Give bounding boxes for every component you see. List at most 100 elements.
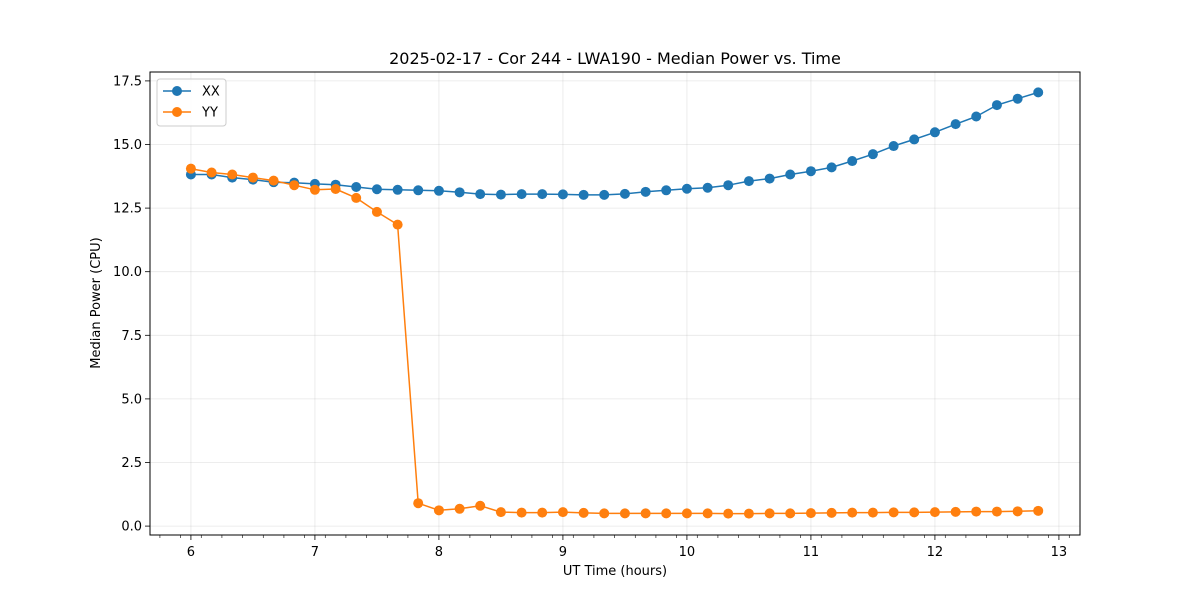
grid	[150, 72, 1080, 535]
series-yy-point	[929, 507, 940, 518]
series-yy-point	[351, 192, 362, 203]
series-xx-point	[847, 156, 858, 167]
series-xx-point	[909, 134, 920, 145]
series-yy-point	[206, 167, 217, 178]
series-xx-point	[785, 169, 796, 180]
series-xx-point	[413, 185, 424, 196]
legend-xx-marker	[172, 86, 182, 96]
series-layer	[185, 87, 1044, 519]
series-xx-point	[516, 189, 527, 200]
series-yy-point	[619, 508, 630, 519]
series-yy-point	[371, 206, 382, 217]
series-xx-point	[557, 189, 568, 200]
legend: XX YY	[156, 78, 227, 127]
series-yy-point	[309, 184, 320, 195]
series-xx-point	[805, 166, 816, 177]
series-xx-point	[971, 111, 982, 122]
series-yy-point	[185, 163, 196, 174]
series-yy-point	[454, 503, 465, 514]
x-tick-label: 13	[1051, 545, 1068, 560]
series-yy-point	[227, 169, 238, 180]
series-yy-point	[495, 507, 506, 518]
series-xx-point	[661, 185, 672, 196]
series-xx-point	[578, 189, 589, 200]
axis-ticks: 6 7 8 9 10 11 12 13 0.0 2.5 5.0 7.5 10.0 12.5 15.0 17.5	[113, 74, 1067, 560]
y-tick-label: 5.0	[121, 392, 142, 407]
x-tick-label: 9	[559, 545, 567, 560]
y-tick-label: 7.5	[121, 329, 142, 344]
series-xx-point	[433, 185, 444, 196]
series-xx-point	[495, 189, 506, 200]
series-yy-point	[247, 172, 258, 183]
series-xx-point	[743, 176, 754, 187]
x-tick-label: 12	[927, 545, 944, 560]
series-yy-point	[991, 506, 1002, 517]
series-yy-point	[847, 507, 858, 518]
series-xx-point	[991, 100, 1002, 111]
series-xx-point	[351, 181, 362, 192]
x-tick-label: 8	[435, 545, 443, 560]
legend-xx-label: XX	[202, 85, 220, 100]
series-xx-point	[1033, 87, 1044, 98]
series-yy-point	[743, 508, 754, 519]
series-yy-point	[640, 508, 651, 519]
legend-yy-marker	[172, 107, 182, 117]
series-yy-point	[413, 498, 424, 509]
series-xx-point	[640, 186, 651, 197]
series-xx-point	[371, 184, 382, 195]
x-axis-label: UT Time (hours)	[563, 564, 667, 579]
series-xx-point	[1012, 93, 1023, 104]
series-xx-point	[950, 119, 961, 130]
series-xx-point	[454, 187, 465, 198]
series-xx-point	[537, 189, 548, 200]
legend-yy-label: YY	[201, 106, 218, 121]
y-tick-label: 10.0	[113, 265, 142, 280]
x-tick-label: 10	[679, 545, 696, 560]
series-yy-point	[888, 507, 899, 518]
series-yy-point	[909, 507, 920, 518]
series-yy-point	[971, 506, 982, 517]
series-xx-point	[888, 141, 899, 152]
series-yy-point	[702, 508, 713, 519]
series-yy-point	[681, 508, 692, 519]
series-xx-point	[764, 173, 775, 184]
series-yy-point	[785, 508, 796, 519]
series-yy-point	[826, 507, 837, 518]
y-tick-label: 15.0	[113, 138, 142, 153]
plot-frame	[149, 71, 1081, 536]
y-axis-label: Median Power (CPU)	[89, 237, 104, 368]
series-yy-point	[661, 508, 672, 519]
series-yy-point	[867, 507, 878, 518]
series-yy-point	[537, 507, 548, 518]
chart-title: 2025-02-17 - Cor 244 - LWA190 - Median P…	[389, 49, 841, 68]
x-tick-label: 7	[311, 545, 319, 560]
series-yy-point	[1012, 506, 1023, 517]
series-yy-point	[330, 184, 341, 195]
series-yy-point	[475, 500, 486, 511]
series-xx-point	[929, 127, 940, 138]
series-xx-point	[723, 180, 734, 191]
series-xx-point	[826, 162, 837, 173]
series-xx-point	[392, 184, 403, 195]
y-tick-label: 17.5	[113, 74, 142, 89]
y-tick-label: 0.0	[121, 520, 142, 535]
x-tick-label: 11	[803, 545, 820, 560]
series-xx-point	[681, 183, 692, 194]
series-yy-point	[289, 180, 300, 191]
series-yy-point	[599, 508, 610, 519]
series-xx-point	[619, 188, 630, 199]
y-tick-label: 12.5	[113, 202, 142, 217]
series-yy-point	[268, 175, 279, 186]
series-yy-point	[516, 507, 527, 518]
series-xx-point	[475, 189, 486, 200]
series-yy-point	[433, 505, 444, 516]
series-yy-point	[764, 508, 775, 519]
series-yy-point	[805, 508, 816, 519]
series-yy-point	[557, 507, 568, 518]
series-yy-point	[950, 506, 961, 517]
series-xx-point	[867, 149, 878, 160]
series-yy-point	[1033, 505, 1044, 516]
series-xx-point	[599, 189, 610, 200]
series-yy-point	[392, 219, 403, 230]
y-tick-label: 2.5	[121, 456, 142, 471]
